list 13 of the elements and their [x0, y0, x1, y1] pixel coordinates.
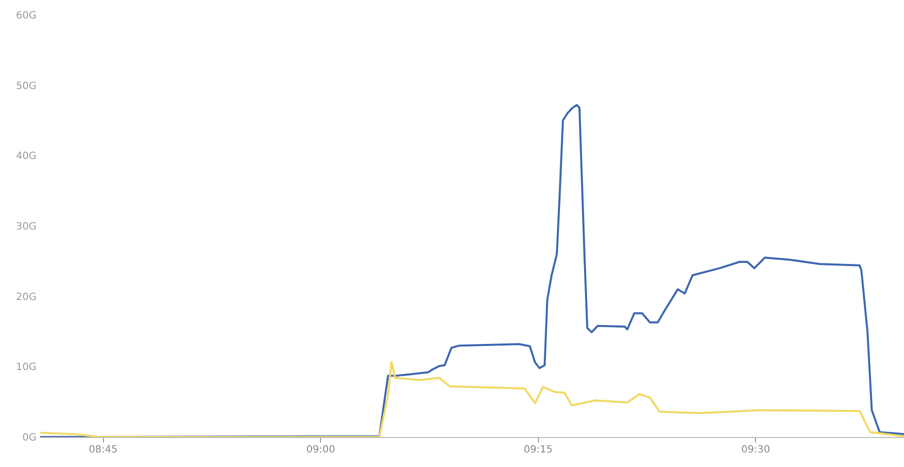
y-tick-label: 60G: [16, 10, 36, 22]
y-tick-label: 30G: [16, 222, 36, 232]
y-tick-label: 50G: [16, 80, 36, 92]
y-tick-label: 0G: [22, 432, 36, 444]
x-tick-label: 09:15: [524, 444, 553, 456]
line-series: [40, 360, 904, 437]
y-tick-label: 40G: [16, 151, 36, 162]
y-tick-label: 20G: [16, 292, 36, 303]
x-tick-label: 08:45: [88, 444, 118, 456]
x-tick-label: 09:00: [306, 444, 336, 456]
line-series: [40, 104, 904, 437]
x-tick-label: 09:30: [741, 444, 770, 456]
y-tick-label: 10G: [16, 362, 36, 374]
